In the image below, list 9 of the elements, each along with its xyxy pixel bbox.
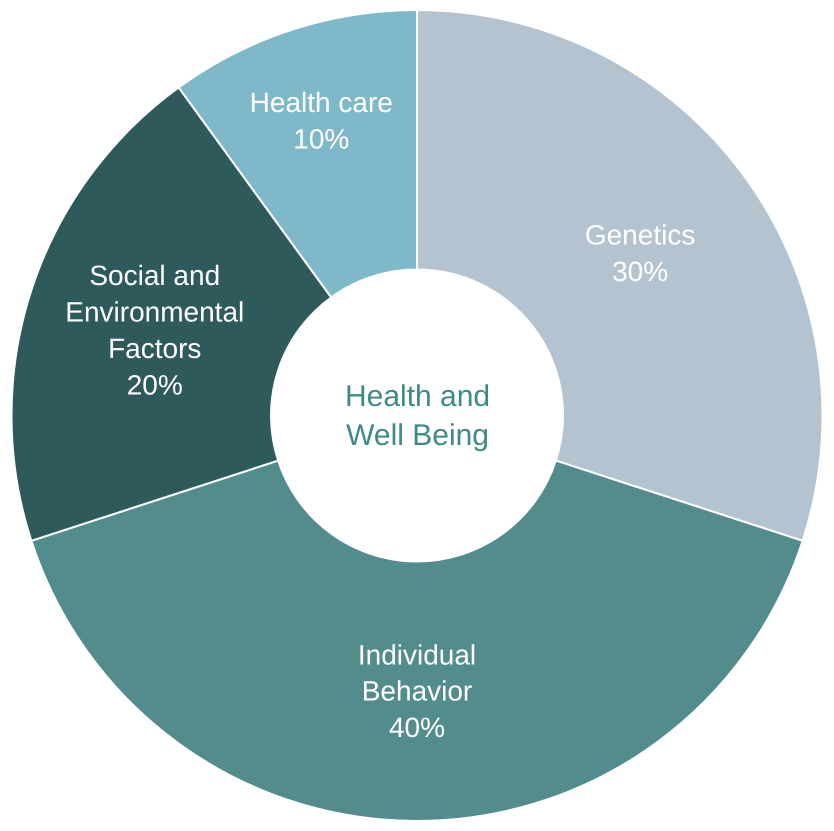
data-label: 10% (293, 124, 350, 155)
slice-label: Health care (250, 87, 393, 118)
data-label: 40% (388, 712, 446, 744)
slice-label: Individual Behavior (358, 639, 476, 707)
slice-label: Social and Environmental Factors (65, 260, 244, 364)
slice-label: Genetics (584, 220, 696, 251)
text: Health and Well Being (345, 380, 490, 452)
data-label: 20% (126, 369, 183, 400)
data-label: 30% (612, 256, 668, 288)
